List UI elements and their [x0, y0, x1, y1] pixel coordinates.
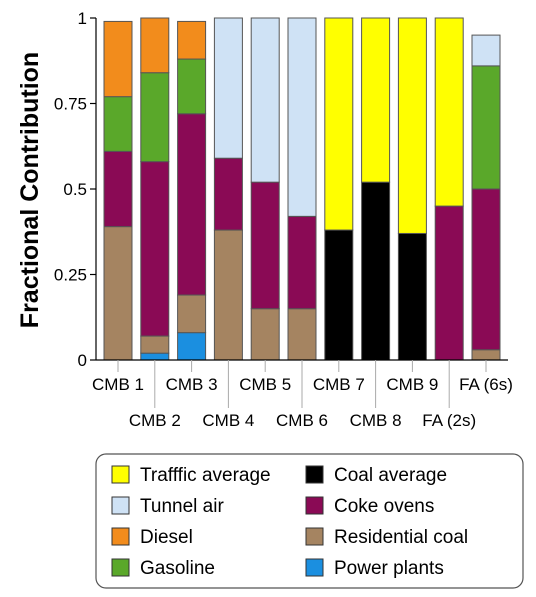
legend-swatch — [111, 527, 130, 546]
bar-segment — [213, 229, 243, 361]
legend-label: Coke ovens — [334, 496, 434, 517]
bar-segment — [361, 181, 391, 361]
y-axis-label: Fractional Contribution — [16, 52, 44, 328]
legend-label: Tunnel air — [140, 496, 224, 517]
bar-segment — [103, 150, 133, 228]
bar-segment — [471, 65, 501, 190]
bar-segment — [177, 113, 207, 296]
x-tick-label: FA (6s) — [459, 375, 513, 394]
y-tick-label: 0 — [78, 351, 87, 370]
bar-segment — [140, 17, 170, 74]
bar-segment — [140, 161, 170, 337]
x-tick-label: CMB 3 — [166, 375, 218, 394]
bar-segment — [177, 58, 207, 115]
x-tick-label: CMB 4 — [202, 411, 254, 430]
bar-segment — [177, 20, 207, 60]
bar-segment — [287, 215, 317, 310]
y-tick-label: 0.25 — [54, 266, 87, 285]
legend-swatch — [305, 465, 324, 484]
bar-segment — [250, 17, 280, 183]
bar-segment — [397, 232, 427, 361]
x-tick-label: CMB 7 — [313, 375, 365, 394]
bar-segment — [250, 308, 280, 361]
bar-segment — [471, 188, 501, 351]
legend-label: Residential coal — [334, 527, 468, 548]
y-tick-label: 1 — [78, 9, 87, 28]
legend-label: Coal average — [334, 465, 447, 486]
bar-segment — [471, 349, 501, 361]
bar-segment — [213, 157, 243, 231]
bar-segment — [397, 17, 427, 234]
bar-segment — [434, 17, 464, 207]
bar-segment — [250, 181, 280, 310]
legend-label: Diesel — [140, 527, 193, 548]
bar-segment — [471, 34, 501, 67]
bar-segment — [140, 352, 170, 361]
bar-segment — [103, 226, 133, 361]
legend-swatch — [305, 558, 324, 577]
legend-swatch — [111, 558, 130, 577]
legend-box — [95, 453, 524, 589]
x-tick-label: CMB 2 — [129, 411, 181, 430]
y-tick-label: 0.75 — [54, 95, 87, 114]
bar-segment — [177, 332, 207, 361]
bar-segment — [213, 17, 243, 159]
legend-swatch — [305, 496, 324, 515]
legend-swatch — [305, 527, 324, 546]
x-tick-label: CMB 8 — [350, 411, 402, 430]
y-tick-label: 0.5 — [63, 180, 87, 199]
bar-segment — [434, 205, 464, 361]
legend-label: Power plants — [334, 558, 444, 579]
x-tick-label: CMB 1 — [92, 375, 144, 394]
bar-segment — [287, 308, 317, 361]
x-tick-label: FA (2s) — [422, 411, 476, 430]
legend-swatch — [111, 496, 130, 515]
x-tick-label: CMB 6 — [276, 411, 328, 430]
legend-swatch — [111, 465, 130, 484]
legend-label: Trafffic average — [140, 465, 271, 486]
bar-segment — [177, 294, 207, 334]
bar-segment — [103, 96, 133, 152]
bar-segment — [140, 72, 170, 163]
bar-segment — [361, 17, 391, 183]
x-tick-label: CMB 5 — [239, 375, 291, 394]
bar-segment — [287, 17, 317, 217]
bar-segment — [103, 20, 133, 98]
legend-label: Gasoline — [140, 558, 215, 579]
bar-segment — [324, 17, 354, 231]
bar-segment — [140, 335, 170, 354]
x-tick-label: CMB 9 — [386, 375, 438, 394]
bar-segment — [324, 229, 354, 361]
